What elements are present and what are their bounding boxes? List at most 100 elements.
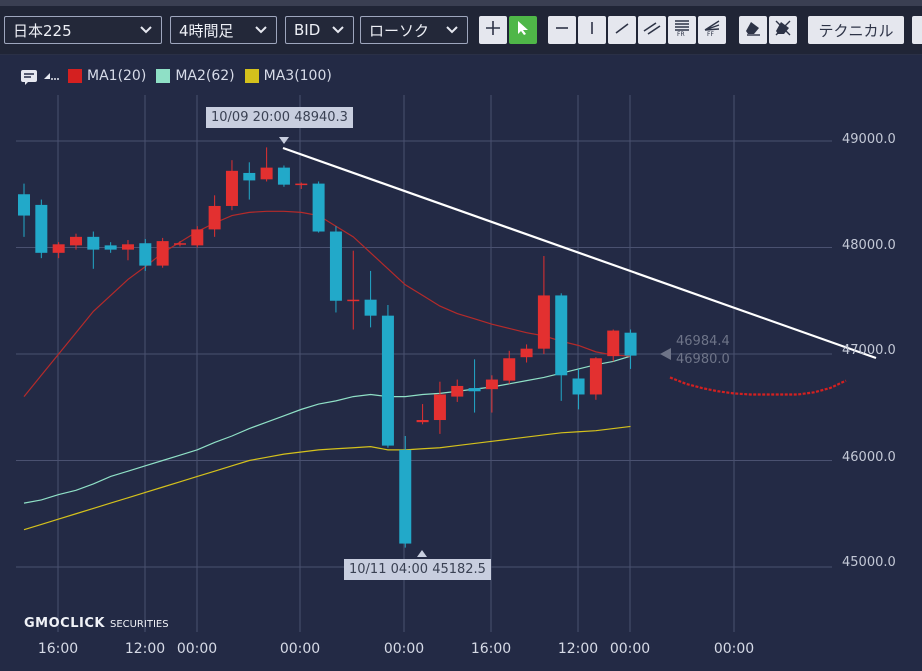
legend-ma1[interactable]: MA1(20) — [68, 68, 146, 84]
x-tick-label: 00:00 — [713, 641, 755, 657]
x-tick-label: 00:00 — [279, 641, 321, 657]
vertical-line-icon — [584, 20, 600, 40]
candle-body — [347, 299, 360, 302]
vertical-line-button[interactable] — [578, 16, 606, 44]
y-tick-label: 45000.0 — [842, 555, 896, 570]
candle-body — [433, 394, 446, 421]
candle-body — [416, 420, 429, 423]
ma2-line — [23, 355, 631, 504]
x-tick-label: 12:00 — [124, 641, 166, 657]
legend-swatch — [68, 69, 82, 83]
fibonacci-retracement-button[interactable]: FR — [668, 16, 696, 44]
indicator-legend: MA1(20) MA2(62) MA3(100) — [20, 66, 342, 86]
y-tick-label: 48000.0 — [842, 238, 896, 253]
candle-body — [35, 204, 48, 253]
chart-style-select-label: ローソク — [369, 21, 430, 40]
candle-body — [364, 299, 377, 316]
chevron-down-icon — [139, 23, 153, 37]
candle-body — [18, 194, 30, 216]
candle-body — [243, 172, 256, 181]
legend-toggle-icon[interactable] — [20, 67, 60, 85]
delete-all-button[interactable] — [769, 16, 797, 44]
crosshair-icon — [485, 20, 501, 40]
ma1-projection-line — [669, 376, 847, 396]
candle-body — [139, 243, 152, 266]
candle-body — [503, 358, 516, 381]
ma1-line — [23, 210, 631, 397]
horizontal-line-button[interactable] — [548, 16, 576, 44]
svg-text:FF: FF — [707, 31, 714, 37]
ma3-line — [23, 425, 631, 531]
legend-ma2[interactable]: MA2(62) — [156, 68, 235, 84]
y-tick-label: 49000.0 — [842, 132, 896, 147]
candle-body — [624, 332, 637, 356]
timeframe-select[interactable]: 4時間足 — [170, 16, 277, 44]
trend-line-button[interactable] — [608, 16, 636, 44]
candle-body — [485, 379, 498, 390]
candle-body — [381, 315, 394, 446]
low-price-callout: 10/11 04:00 45182.5 — [344, 559, 491, 580]
candle-body — [104, 245, 117, 250]
candle-body — [312, 183, 325, 232]
x-tick-label: 00:00 — [383, 641, 425, 657]
high-price-callout: 10/09 20:00 48940.3 — [206, 107, 353, 128]
price-type-select[interactable]: BID — [285, 16, 354, 44]
crosshair-button[interactable] — [479, 16, 507, 44]
current-price-tag: 46984.4 — [676, 334, 730, 349]
symbol-select[interactable]: 日本225 — [4, 16, 162, 44]
candle-body — [156, 241, 169, 266]
broker-logo: GMOCLICK SECURITIES — [24, 616, 169, 631]
candle-body — [468, 388, 481, 392]
legend-label: MA3(100) — [263, 68, 332, 84]
svg-text:FR: FR — [677, 31, 685, 37]
candle-body — [225, 170, 238, 206]
technical-button[interactable]: テクニカル — [808, 16, 904, 44]
timeframe-select-label: 4時間足 — [179, 21, 234, 40]
eraser-icon — [745, 20, 761, 40]
delete-all-icon — [775, 20, 791, 40]
candle-body — [295, 183, 308, 186]
high-callout-pointer — [279, 137, 289, 144]
legend-swatch — [244, 69, 259, 83]
parallel-line-button[interactable] — [638, 16, 666, 44]
legend-ma3[interactable]: MA3(100) — [244, 68, 332, 84]
candle-body — [607, 330, 620, 357]
legend-swatch — [156, 69, 171, 83]
technical-button-label: テクニカル — [818, 21, 894, 40]
y-tick-label: 46000.0 — [842, 450, 896, 465]
horizontal-line-icon — [554, 20, 570, 40]
legend-label: MA1(20) — [87, 68, 147, 84]
pointer-icon — [516, 20, 530, 40]
candle-body — [69, 236, 82, 246]
x-tick-label: 16:00 — [470, 641, 512, 657]
chevron-down-icon — [445, 23, 459, 37]
y-tick-label: 47000.0 — [842, 343, 896, 358]
fibonacci-fan-icon: FF — [703, 19, 721, 41]
fibonacci-fan-button[interactable]: FF — [698, 16, 726, 44]
candle-body — [87, 236, 100, 250]
x-tick-label: 00:00 — [609, 641, 651, 657]
candle-body — [173, 243, 186, 245]
trend-line-icon — [614, 20, 630, 40]
symbol-select-label: 日本225 — [13, 21, 72, 40]
current-price-marker — [660, 348, 671, 360]
x-tick-label: 12:00 — [557, 641, 599, 657]
trend-line — [282, 146, 877, 360]
candle-body — [520, 348, 533, 358]
candle-body — [329, 231, 342, 301]
chevron-down-icon — [254, 23, 268, 37]
eraser-button[interactable] — [739, 16, 767, 44]
chart-style-select[interactable]: ローソク — [360, 16, 468, 44]
x-tick-label: 00:00 — [176, 641, 218, 657]
fibonacci-retracement-icon: FR — [673, 19, 691, 41]
chevron-down-icon — [331, 23, 345, 37]
legend-label: MA2(62) — [175, 68, 235, 84]
current-price-tag: 46980.0 — [676, 352, 730, 367]
candle-body — [191, 229, 204, 246]
candle-body — [121, 244, 134, 250]
pointer-button[interactable] — [509, 16, 537, 44]
candle-body — [277, 167, 290, 185]
candle-body — [260, 167, 273, 180]
more-button[interactable] — [912, 16, 922, 44]
